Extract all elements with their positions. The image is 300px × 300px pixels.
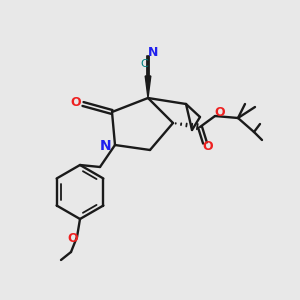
Polygon shape	[145, 76, 151, 98]
Text: O: O	[203, 140, 213, 154]
Text: N: N	[100, 139, 112, 153]
Text: O: O	[68, 232, 78, 244]
Text: O: O	[71, 97, 81, 110]
Text: O: O	[215, 106, 225, 119]
Text: C: C	[140, 59, 148, 69]
Text: N: N	[148, 46, 158, 59]
